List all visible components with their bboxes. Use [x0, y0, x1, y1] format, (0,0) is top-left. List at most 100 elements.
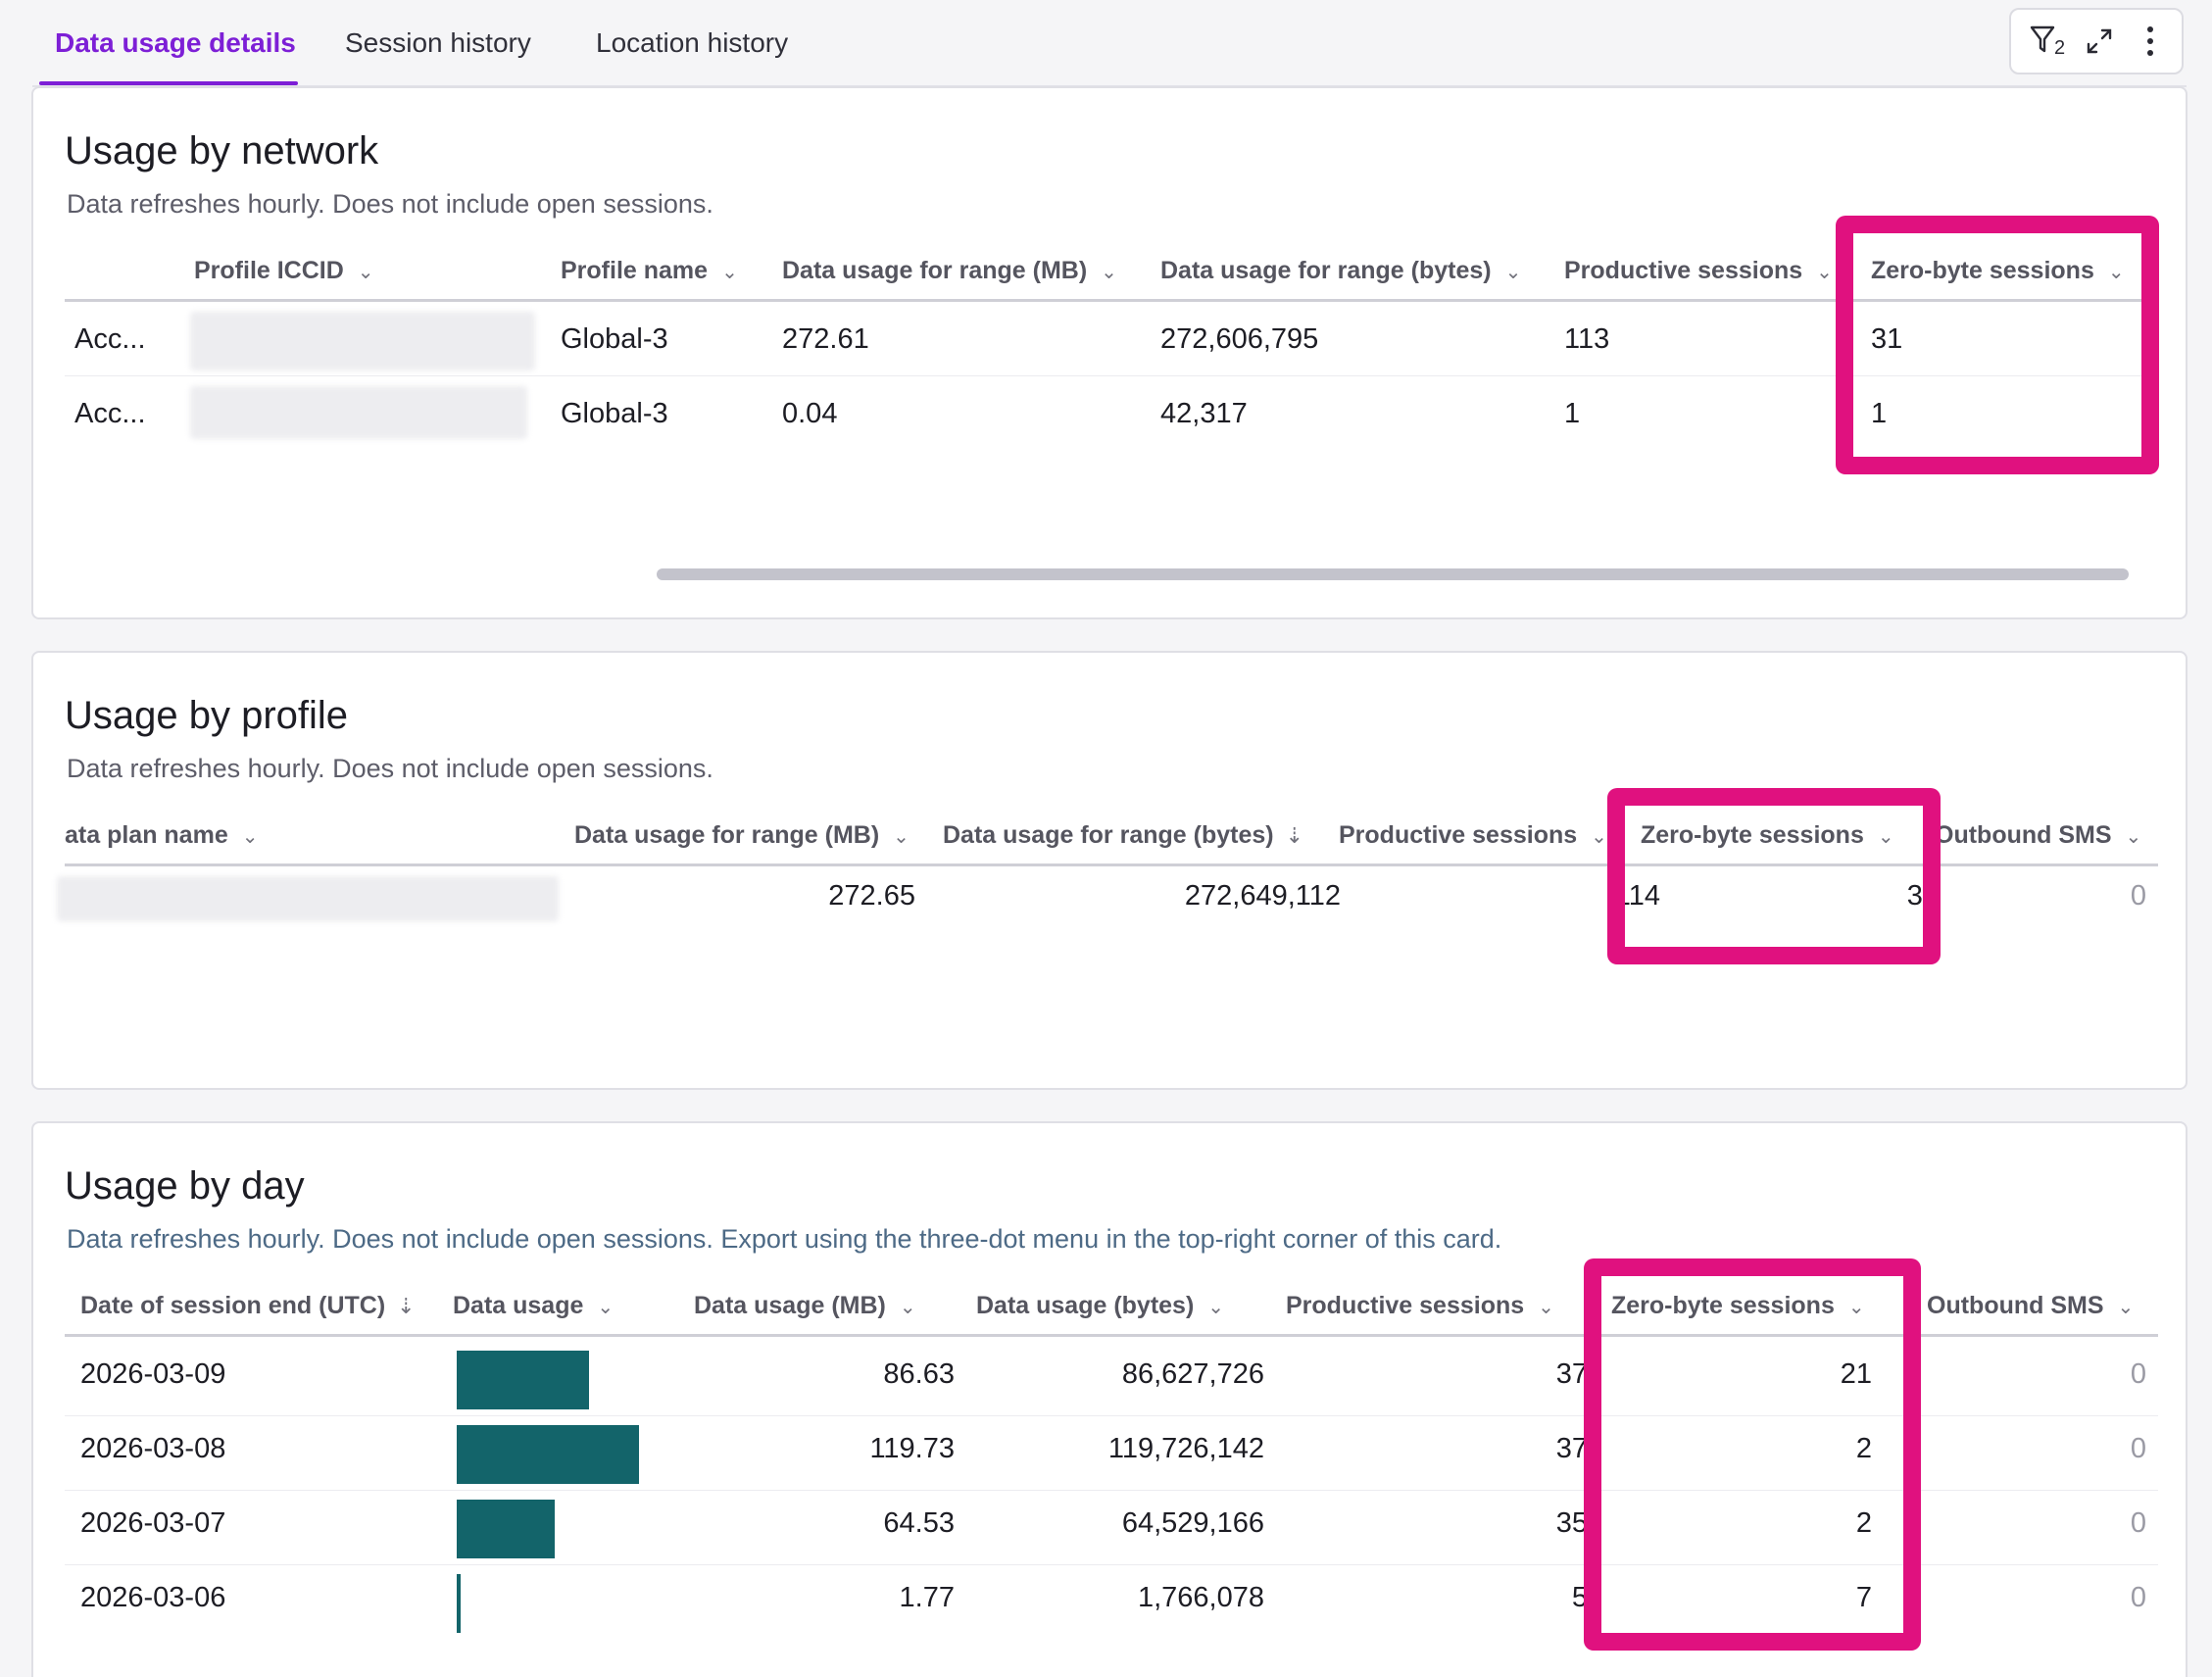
tab-session-history[interactable]: Session history: [345, 27, 531, 58]
card-subtitle: Data refreshes hourly. Does not include …: [67, 1224, 1502, 1254]
outbound-sms-cell: 0: [2130, 1433, 2146, 1464]
redacted-plan-name: [57, 876, 559, 921]
header-rule: [65, 863, 2158, 866]
usage-by-network-card: Usage by network Data refreshes hourly. …: [31, 86, 2187, 619]
usage-mb-cell: 119.73: [869, 1433, 955, 1464]
column-header-zero-byte-sessions[interactable]: Zero-byte sessions ⌄: [1871, 257, 2125, 284]
column-header-profile-name[interactable]: Profile name ⌄: [561, 257, 738, 284]
column-header-usage-mb[interactable]: Data usage for range (MB) ⌄: [574, 821, 909, 849]
column-header-productive-sessions[interactable]: Productive sessions ⌄: [1339, 821, 1607, 849]
date-cell: 2026-03-07: [80, 1507, 226, 1539]
zero-byte-sessions-cell: 31: [1871, 323, 1903, 355]
filter-count-badge: 2: [2054, 37, 2066, 59]
column-header-data-usage[interactable]: Data usage ⌄: [453, 1292, 614, 1319]
card-title: Usage by profile: [65, 694, 349, 737]
outbound-sms-cell: 0: [2130, 1507, 2146, 1539]
date-cell: 2026-03-09: [80, 1358, 226, 1390]
row-rule: [65, 375, 2158, 376]
header-rule: [65, 299, 2158, 302]
account-cell: Acc...: [74, 323, 146, 355]
usage-bytes-cell: 272,649,112: [1184, 880, 1341, 912]
usage-mb-cell: 272.61: [782, 323, 869, 355]
data-usage-bar: [457, 1574, 461, 1633]
chevron-down-icon: ⌄: [597, 1297, 614, 1318]
column-header-zero-byte-sessions[interactable]: Zero-byte sessions ⌄: [1611, 1292, 1865, 1319]
data-usage-bar: [457, 1500, 555, 1558]
zero-byte-sessions-cell: 1: [1871, 398, 1888, 429]
account-cell: Acc...: [74, 398, 146, 429]
zero-byte-sessions-cell: 2: [1855, 1433, 1872, 1464]
sort-descending-icon: ⇣: [1285, 823, 1304, 848]
redacted-iccid: [190, 312, 535, 370]
date-cell: 2026-03-08: [80, 1433, 226, 1464]
highlight-box: [1584, 1258, 1921, 1651]
highlight-box: [1836, 216, 2159, 474]
column-header-usage-bytes[interactable]: Data usage (bytes) ⌄: [976, 1292, 1225, 1319]
row-rule: [65, 1564, 2158, 1565]
usage-mb-cell: 86.63: [883, 1358, 955, 1390]
chevron-down-icon: ⌄: [1207, 1297, 1225, 1318]
outbound-sms-cell: 0: [2130, 1358, 2146, 1390]
column-header-date[interactable]: Date of session end (UTC) ⇣: [80, 1292, 416, 1319]
productive-sessions-cell: 35: [1555, 1507, 1588, 1539]
column-header-outbound-sms[interactable]: Outbound SMS ⌄: [1935, 821, 2142, 849]
zero-byte-sessions-cell: 7: [1855, 1582, 1872, 1613]
usage-bytes-cell: 86,627,726: [1121, 1358, 1264, 1390]
usage-mb-cell: 64.53: [883, 1507, 955, 1539]
chevron-down-icon: ⌄: [1538, 1297, 1554, 1318]
tab-bar: Data usage details Session history Locat…: [0, 0, 2212, 87]
highlight-box: [1607, 788, 1941, 964]
column-header-usage-mb[interactable]: Data usage for range (MB) ⌄: [782, 257, 1117, 284]
column-header-outbound-sms[interactable]: Outbound SMS ⌄: [1927, 1292, 2135, 1319]
sort-descending-icon: ⇣: [397, 1294, 416, 1318]
tab-location-history[interactable]: Location history: [596, 27, 789, 58]
zero-byte-sessions-cell: 21: [1840, 1358, 1872, 1390]
expand-button[interactable]: [2078, 20, 2121, 63]
column-header-usage-bytes[interactable]: Data usage for range (bytes) ⇣: [943, 821, 1304, 849]
usage-bytes-cell: 42,317: [1160, 398, 1248, 429]
column-header-data-plan-name[interactable]: ata plan name ⌄: [65, 821, 259, 849]
column-header-productive-sessions[interactable]: Productive sessions ⌄: [1564, 257, 1833, 284]
horizontal-scrollbar[interactable]: [657, 568, 2129, 580]
row-rule: [65, 1415, 2158, 1416]
card-title: Usage by network: [65, 129, 379, 173]
profile-name-cell: Global-3: [561, 323, 668, 355]
column-header-usage-mb[interactable]: Data usage (MB) ⌄: [694, 1292, 916, 1319]
productive-sessions-cell: 37: [1555, 1358, 1588, 1390]
usage-bytes-cell: 64,529,166: [1121, 1507, 1264, 1539]
row-rule: [65, 1490, 2158, 1491]
card-toolbar: 2: [2009, 8, 2184, 74]
column-header-zero-byte-sessions[interactable]: Zero-byte sessions ⌄: [1641, 821, 1894, 849]
chevron-down-icon: ⌄: [1101, 262, 1117, 283]
chevron-down-icon: ⌄: [2117, 1297, 2135, 1318]
data-usage-bar: [457, 1425, 639, 1484]
expand-icon: [2084, 25, 2115, 57]
chevron-down-icon: ⌄: [893, 826, 909, 848]
redacted-iccid: [190, 386, 527, 439]
more-menu-button[interactable]: [2129, 20, 2172, 63]
card-subtitle: Data refreshes hourly. Does not include …: [67, 189, 713, 219]
outbound-sms-cell: 0: [2130, 880, 2146, 912]
tab-data-usage-details[interactable]: Data usage details: [55, 27, 296, 58]
productive-sessions-cell: 37: [1555, 1433, 1588, 1464]
filter-button[interactable]: 2: [2025, 20, 2068, 63]
card-title: Usage by day: [65, 1164, 305, 1208]
chevron-down-icon: ⌄: [357, 262, 374, 283]
column-header-usage-bytes[interactable]: Data usage for range (bytes) ⌄: [1160, 257, 1522, 284]
chevron-down-icon: ⌄: [899, 1297, 916, 1318]
usage-mb-cell: 0.04: [782, 398, 838, 429]
more-vertical-icon: [2144, 25, 2156, 58]
chevron-down-icon: ⌄: [1504, 262, 1522, 283]
data-usage-bar: [457, 1351, 589, 1409]
chevron-down-icon: ⌄: [2107, 262, 2125, 283]
profile-name-cell: Global-3: [561, 398, 668, 429]
chevron-down-icon: ⌄: [1877, 826, 1894, 848]
chevron-down-icon: ⌄: [1591, 826, 1607, 848]
card-subtitle: Data refreshes hourly. Does not include …: [67, 754, 713, 783]
column-header-profile-iccid[interactable]: Profile ICCID ⌄: [194, 257, 374, 284]
usage-bytes-cell: 1,766,078: [1137, 1582, 1264, 1613]
column-header-productive-sessions[interactable]: Productive sessions ⌄: [1286, 1292, 1554, 1319]
date-cell: 2026-03-06: [80, 1582, 226, 1613]
usage-bytes-cell: 272,606,795: [1160, 323, 1319, 355]
chevron-down-icon: ⌄: [721, 262, 738, 283]
